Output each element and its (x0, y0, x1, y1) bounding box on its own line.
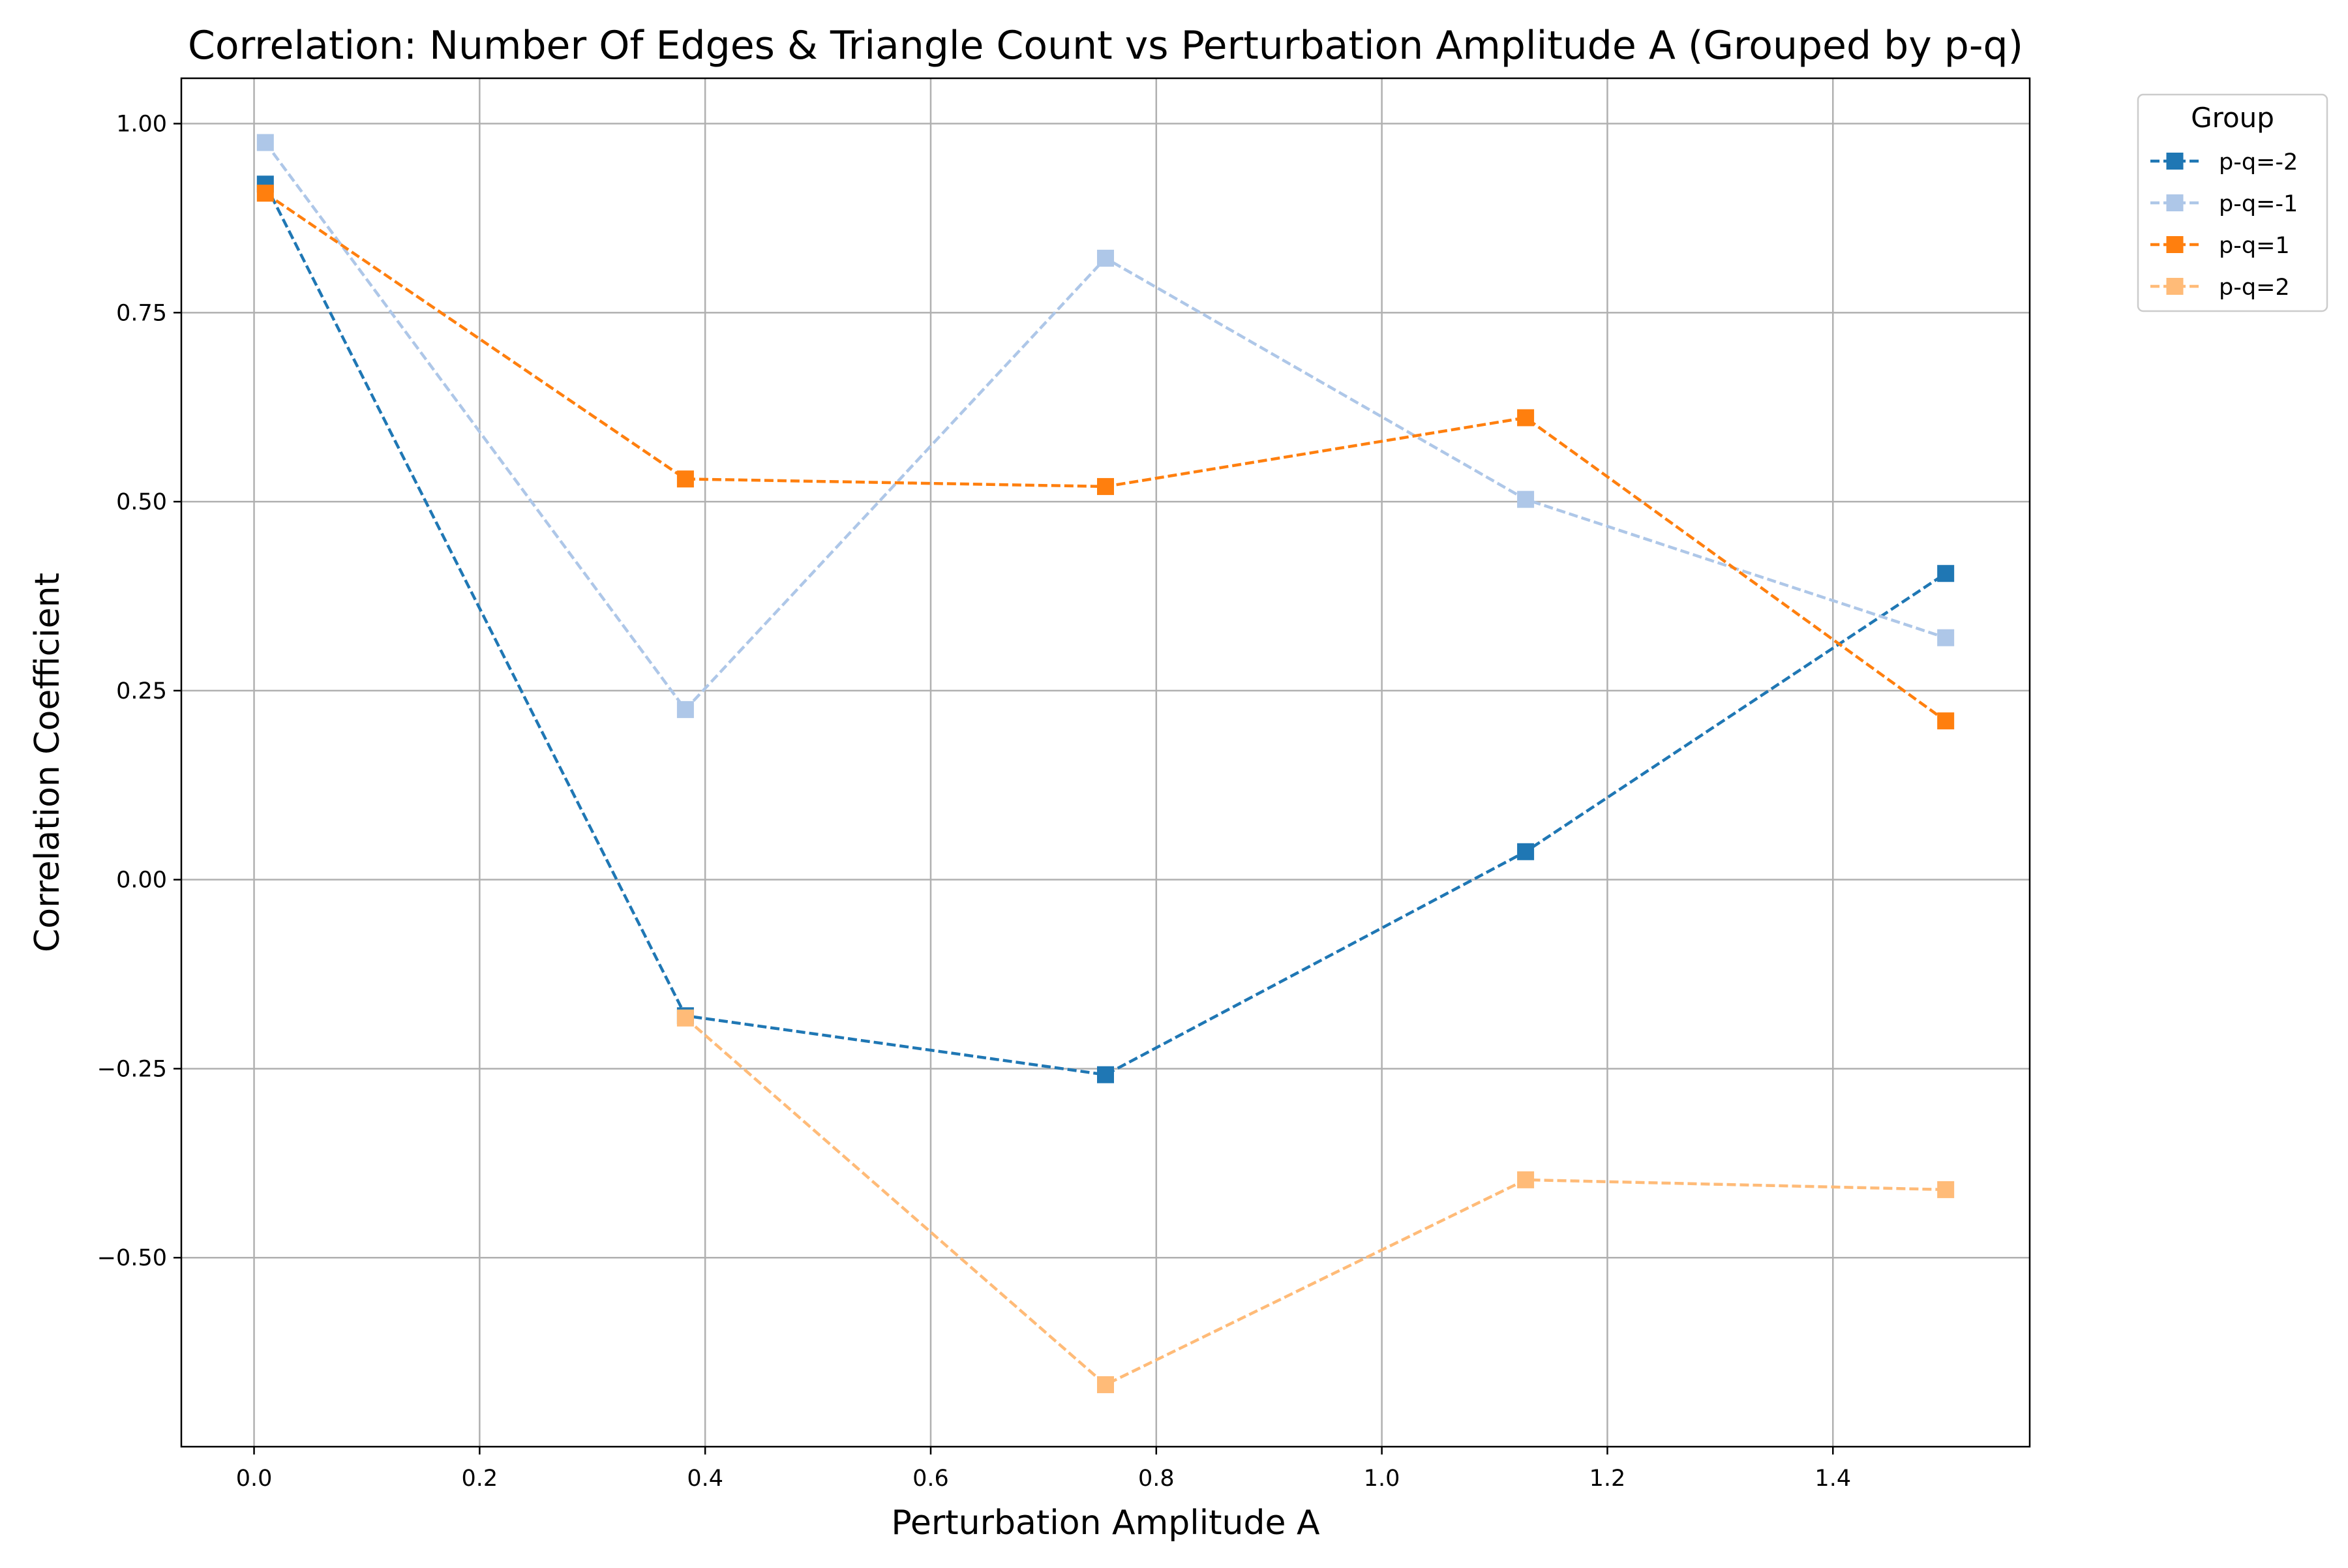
legend-marker (2166, 278, 2184, 295)
x-axis-label: Perturbation Amplitude A (891, 1503, 1320, 1543)
data-point (1097, 1066, 1114, 1083)
y-tick-label: 0.50 (116, 489, 167, 515)
legend-label: p-q=1 (2219, 233, 2290, 259)
y-tick-label: 1.00 (116, 112, 167, 138)
series-line (684, 1017, 1946, 1387)
legend-box (2137, 93, 2328, 312)
legend-marker (2166, 194, 2184, 211)
data-point (1517, 490, 1535, 508)
data-point (256, 185, 274, 202)
legend-label: p-q=2 (2219, 275, 2290, 301)
y-tick-label: 0.25 (116, 678, 167, 704)
x-tick-label: 1.2 (1589, 1466, 1626, 1492)
series-p-q=-1 (256, 134, 1955, 718)
series-p-q=2 (676, 1009, 1955, 1393)
legend-title: Group (2191, 102, 2274, 134)
x-tick-label: 0.0 (236, 1466, 273, 1492)
y-tick-label: −0.25 (97, 1056, 167, 1082)
legend-item: p-q=-2 (2150, 149, 2298, 175)
series-p-q=1 (256, 185, 1955, 730)
x-tick-label: 1.4 (1814, 1466, 1851, 1492)
legend-item: p-q=-1 (2150, 191, 2298, 217)
chart-title: Correlation: Number Of Edges & Triangle … (188, 23, 2023, 68)
data-point (1937, 565, 1955, 582)
x-tick-label: 1.0 (1364, 1466, 1400, 1492)
data-point (1517, 843, 1535, 860)
y-tick-label: 0.75 (116, 300, 167, 326)
x-tick-label: 0.8 (1138, 1466, 1175, 1492)
axes-frame (180, 77, 2031, 1448)
legend-marker (2166, 153, 2184, 170)
data-point (1937, 1181, 1955, 1198)
x-tick-label: 0.4 (687, 1466, 723, 1492)
data-point (676, 470, 694, 488)
data-point (1517, 409, 1535, 427)
x-tick-label: 0.6 (912, 1466, 949, 1492)
data-point (1937, 629, 1955, 646)
legend-label: p-q=-2 (2219, 149, 2298, 175)
y-tick-label: −0.50 (97, 1245, 167, 1271)
y-axis-label: Correlation Coefficient (28, 573, 67, 952)
legend-item: p-q=1 (2150, 233, 2290, 259)
data-point (1517, 1171, 1535, 1188)
data-point (256, 134, 274, 151)
x-tick-label: 0.2 (462, 1466, 498, 1492)
series-line (263, 183, 1947, 1077)
data-point (676, 701, 694, 718)
legend-item: p-q=2 (2150, 275, 2290, 301)
data-point (1937, 712, 1955, 730)
data-point (1097, 1376, 1114, 1393)
legend-marker (2166, 236, 2184, 253)
data-point (676, 1009, 694, 1027)
legend: Group p-q=-2 p-q=-1 p-q=1 p-q=2 (2137, 93, 2328, 312)
data-point (1097, 477, 1114, 495)
legend-label: p-q=-1 (2219, 191, 2298, 217)
y-tick-label: 0.00 (116, 867, 167, 894)
data-point (1097, 249, 1114, 267)
